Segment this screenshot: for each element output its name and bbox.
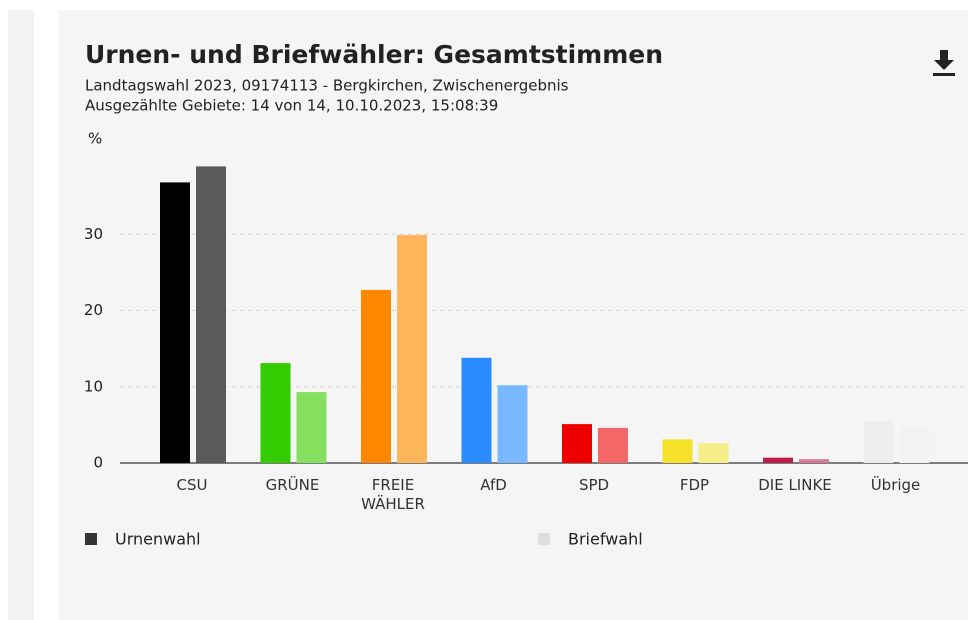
bar (698, 443, 729, 463)
bar (461, 357, 492, 463)
bar (763, 457, 793, 463)
x-tick-label: SPD (578, 476, 610, 494)
legend-label: Briefwahl (568, 530, 643, 549)
side-strip (8, 10, 34, 620)
legend-label: Urnenwahl (115, 530, 201, 549)
y-tick-label: 20 (84, 301, 103, 319)
legend-swatch (538, 533, 550, 545)
bar (497, 385, 528, 463)
bar (662, 439, 693, 463)
bar (598, 427, 628, 463)
x-tick-label: CSU (176, 476, 208, 494)
y-tick-label: 0 (93, 454, 103, 472)
y-axis-label: % (88, 130, 102, 148)
y-tick-label: 30 (84, 225, 103, 243)
subtitle: Landtagswahl 2023, 09174113 - Bergkirche… (85, 77, 569, 95)
download-icon[interactable] (933, 50, 955, 76)
bar (160, 182, 190, 463)
bar (397, 235, 427, 463)
x-tick-label: DIE LINKE (758, 476, 832, 494)
bar (863, 421, 894, 463)
bar (296, 392, 327, 463)
subtitle: Ausgezählte Gebiete: 14 von 14, 10.10.20… (85, 97, 498, 115)
bar (899, 427, 930, 463)
bar (799, 459, 829, 463)
bar (562, 424, 592, 463)
x-tick-label: FREIE WÄHLER (361, 476, 425, 513)
bar (260, 363, 291, 463)
legend-swatch (85, 533, 97, 545)
bar (361, 289, 391, 463)
y-tick-label: 10 (84, 377, 103, 395)
x-tick-label: AfD (480, 476, 507, 494)
bar (196, 166, 226, 463)
x-tick-label: Übrige (870, 476, 921, 494)
x-tick-label: FDP (679, 476, 710, 494)
chart-title: Urnen- und Briefwähler: Gesamtstimmen (85, 40, 663, 69)
x-tick-label: GRÜNE (265, 476, 320, 494)
